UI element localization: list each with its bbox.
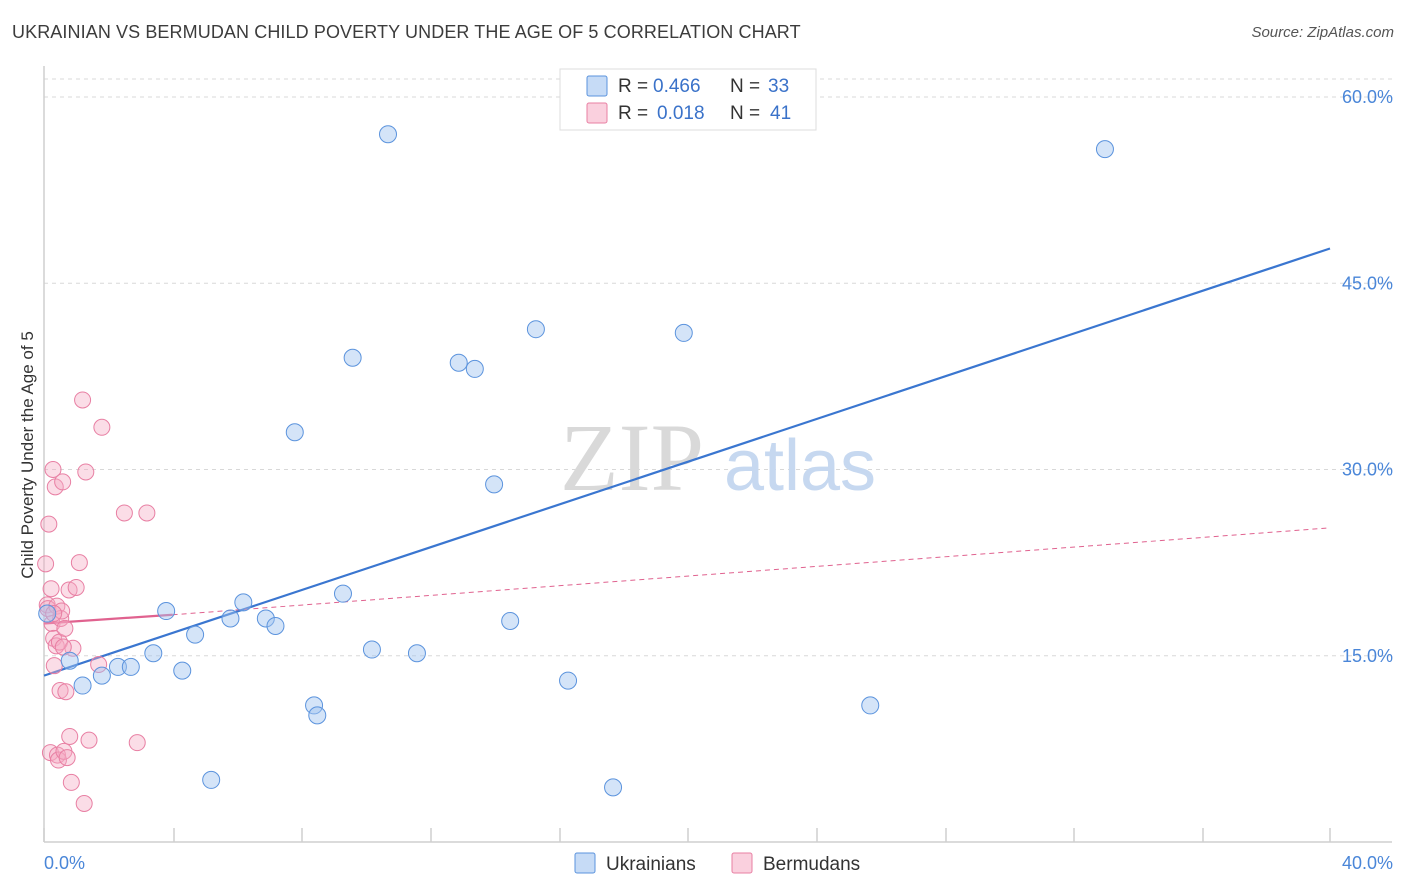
point-bermudans bbox=[115, 504, 133, 522]
point-ukrainians bbox=[861, 696, 880, 715]
y-axis-label: Child Poverty Under the Age of 5 bbox=[18, 331, 37, 579]
axes bbox=[43, 66, 1392, 843]
point-bermudans bbox=[138, 504, 156, 522]
point-bermudans bbox=[51, 682, 69, 700]
point-ukrainians bbox=[308, 706, 327, 725]
point-ukrainians bbox=[221, 609, 240, 628]
trend-line-bermudans bbox=[43, 613, 173, 625]
point-bermudans bbox=[67, 578, 85, 596]
point-bermudans bbox=[54, 473, 72, 491]
legend-n-value-1: 33 bbox=[768, 76, 789, 97]
legend-n-label-1: N = bbox=[730, 76, 760, 97]
point-ukrainians bbox=[559, 671, 578, 690]
trend-lines bbox=[43, 247, 1331, 677]
grid-lines bbox=[44, 78, 1392, 657]
point-bermudans bbox=[44, 461, 62, 478]
bottom-legend-label-ukrainians: Ukrainians bbox=[606, 854, 696, 875]
point-bermudans bbox=[45, 657, 63, 675]
point-bermudans bbox=[42, 580, 60, 598]
point-bermudans bbox=[74, 391, 92, 409]
bottom-legend: Ukrainians Bermudans bbox=[574, 852, 860, 875]
legend-r-value-1: 0.466 bbox=[653, 76, 701, 97]
y-tick-label: 45.0% bbox=[1342, 273, 1393, 293]
legend: R = 0.466 N = 33 R = 0.018 N = 41 bbox=[559, 68, 817, 131]
point-ukrainians bbox=[285, 423, 304, 442]
point-bermudans bbox=[62, 773, 80, 791]
legend-n-value-2: 41 bbox=[770, 103, 791, 124]
watermark-atlas: atlas bbox=[724, 426, 876, 506]
point-bermudans bbox=[80, 731, 98, 749]
point-bermudans bbox=[93, 418, 111, 436]
point-ukrainians bbox=[60, 651, 79, 670]
point-bermudans bbox=[58, 749, 76, 767]
y-tick-label: 30.0% bbox=[1342, 460, 1393, 480]
point-ukrainians bbox=[485, 475, 504, 494]
point-ukrainians bbox=[1095, 140, 1114, 159]
point-ukrainians bbox=[202, 770, 221, 789]
point-ukrainians bbox=[449, 353, 468, 372]
legend-r-label-1: R = bbox=[618, 76, 648, 97]
point-ukrainians bbox=[674, 323, 693, 342]
point-bermudans bbox=[37, 555, 55, 573]
point-ukrainians bbox=[305, 696, 324, 715]
point-ukrainians bbox=[186, 625, 205, 644]
legend-n-label-2: N = bbox=[730, 103, 760, 124]
data-points bbox=[37, 125, 1114, 813]
point-bermudans bbox=[60, 581, 78, 599]
point-ukrainians bbox=[343, 348, 362, 367]
chart-title: UKRAINIAN VS BERMUDAN CHILD POVERTY UNDE… bbox=[12, 22, 801, 42]
legend-swatch-ukrainians bbox=[586, 75, 608, 97]
tick-labels: 15.0% 30.0% 45.0% 60.0% 0.0% 40.0% bbox=[44, 87, 1393, 873]
x-tick-label-max: 40.0% bbox=[1342, 853, 1393, 873]
source-label: Source: ZipAtlas.com bbox=[1251, 24, 1394, 41]
point-ukrainians bbox=[465, 359, 484, 378]
legend-r-value-2: 0.018 bbox=[657, 103, 705, 124]
trend-line-ukrainians bbox=[43, 247, 1331, 677]
point-bermudans bbox=[75, 795, 93, 813]
point-ukrainians bbox=[144, 644, 163, 663]
legend-r-label-2: R = bbox=[618, 103, 648, 124]
bottom-legend-swatch-bermudans bbox=[731, 852, 753, 874]
point-ukrainians bbox=[173, 661, 192, 680]
point-bermudans bbox=[77, 463, 95, 481]
bottom-legend-label-bermudans: Bermudans bbox=[763, 854, 860, 875]
point-bermudans bbox=[70, 554, 88, 572]
point-bermudans bbox=[45, 605, 63, 623]
point-bermudans bbox=[90, 655, 108, 673]
point-bermudans bbox=[57, 683, 75, 701]
point-bermudans bbox=[56, 619, 74, 637]
point-ukrainians bbox=[121, 657, 140, 676]
x-tick-label-min: 0.0% bbox=[44, 853, 85, 873]
point-ukrainians bbox=[234, 593, 253, 612]
point-ukrainians bbox=[407, 644, 426, 663]
watermark-zip: ZIP bbox=[560, 404, 704, 511]
legend-swatch-bermudans bbox=[586, 102, 608, 124]
point-ukrainians bbox=[38, 604, 57, 623]
watermark: ZIP atlas bbox=[560, 404, 876, 511]
y-tick-label: 15.0% bbox=[1342, 646, 1393, 666]
point-bermudans bbox=[40, 515, 58, 533]
point-ukrainians bbox=[108, 657, 127, 676]
point-bermudans bbox=[128, 734, 146, 752]
point-ukrainians bbox=[73, 676, 92, 695]
point-bermudans bbox=[61, 727, 79, 745]
bottom-legend-swatch-ukrainians bbox=[574, 852, 596, 874]
trend-line-bermudans-extension bbox=[172, 527, 1331, 616]
y-tick-label: 60.0% bbox=[1342, 87, 1393, 107]
point-ukrainians bbox=[157, 602, 176, 621]
point-ukrainians bbox=[362, 640, 381, 659]
point-ukrainians bbox=[379, 125, 398, 144]
point-ukrainians bbox=[526, 320, 545, 339]
point-ukrainians bbox=[92, 666, 111, 685]
point-ukrainians bbox=[256, 609, 275, 628]
point-ukrainians bbox=[501, 611, 520, 630]
point-ukrainians bbox=[604, 778, 623, 797]
point-ukrainians bbox=[266, 616, 285, 635]
point-ukrainians bbox=[333, 584, 352, 603]
